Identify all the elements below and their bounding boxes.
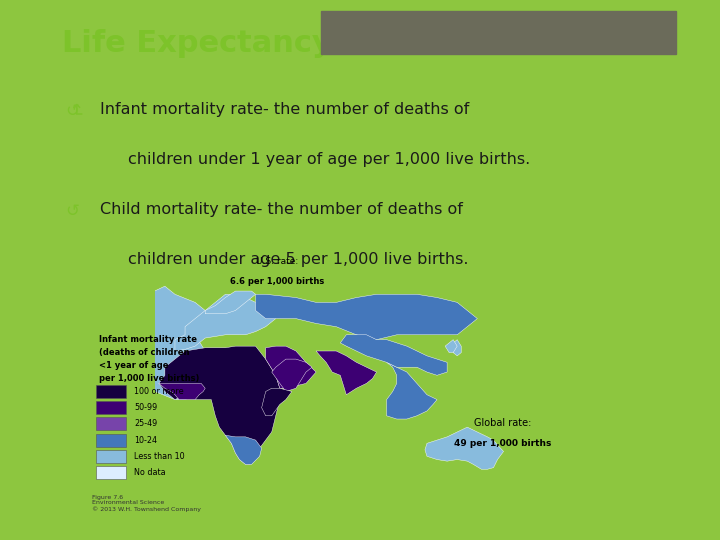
Text: 6.6 per 1,000 births: 6.6 per 1,000 births bbox=[230, 276, 325, 286]
Text: ↵: ↵ bbox=[66, 102, 84, 117]
Text: U.S. rate:: U.S. rate: bbox=[256, 256, 299, 266]
Text: <1 year of age: <1 year of age bbox=[99, 361, 168, 370]
Polygon shape bbox=[64, 273, 155, 302]
Polygon shape bbox=[271, 359, 312, 392]
Bar bbox=[96, 450, 126, 463]
Text: ↺: ↺ bbox=[66, 102, 79, 119]
Polygon shape bbox=[453, 340, 462, 356]
Polygon shape bbox=[261, 388, 292, 416]
Polygon shape bbox=[0, 286, 225, 400]
Bar bbox=[96, 417, 126, 430]
Text: 49 per 1,000 births: 49 per 1,000 births bbox=[454, 439, 552, 448]
Text: Global rate:: Global rate: bbox=[474, 417, 531, 428]
Text: Child mortality rate- the number of deaths of: Child mortality rate- the number of deat… bbox=[100, 202, 463, 217]
Text: Infant mortality rate: Infant mortality rate bbox=[99, 335, 197, 344]
Polygon shape bbox=[159, 346, 286, 464]
Polygon shape bbox=[175, 294, 276, 351]
Polygon shape bbox=[256, 294, 477, 340]
Text: children under 1 year of age per 1,000 live births.: children under 1 year of age per 1,000 l… bbox=[127, 152, 530, 167]
Polygon shape bbox=[387, 362, 437, 419]
Text: 100 or more: 100 or more bbox=[134, 387, 184, 396]
Polygon shape bbox=[445, 340, 457, 353]
Text: 10-24: 10-24 bbox=[134, 436, 157, 444]
Polygon shape bbox=[316, 351, 377, 395]
FancyBboxPatch shape bbox=[321, 11, 676, 54]
Bar bbox=[96, 401, 126, 414]
Text: per 1,000 live births): per 1,000 live births) bbox=[99, 374, 199, 383]
Text: 50-99: 50-99 bbox=[134, 403, 157, 412]
Text: (deaths of children: (deaths of children bbox=[99, 348, 189, 357]
Polygon shape bbox=[225, 435, 261, 464]
Text: Less than 10: Less than 10 bbox=[134, 452, 184, 461]
Polygon shape bbox=[341, 335, 447, 375]
Text: Infant mortality rate- the number of deaths of: Infant mortality rate- the number of dea… bbox=[100, 102, 469, 117]
Text: 25-49: 25-49 bbox=[134, 420, 157, 428]
Polygon shape bbox=[266, 346, 316, 388]
Polygon shape bbox=[425, 427, 503, 469]
Text: children under age 5 per 1,000 live births.: children under age 5 per 1,000 live birt… bbox=[127, 252, 468, 267]
Polygon shape bbox=[34, 383, 135, 497]
Bar bbox=[96, 466, 126, 479]
Bar bbox=[96, 385, 126, 398]
Text: Figure 7.6
Environmental Science
© 2013 W.H. Townshend Company: Figure 7.6 Environmental Science © 2013 … bbox=[91, 495, 201, 512]
Bar bbox=[96, 434, 126, 447]
Polygon shape bbox=[205, 291, 256, 314]
Text: Life Expectancy: Life Expectancy bbox=[63, 29, 332, 58]
Text: No data: No data bbox=[134, 468, 166, 477]
Polygon shape bbox=[159, 383, 205, 400]
Text: ↺: ↺ bbox=[66, 202, 79, 220]
